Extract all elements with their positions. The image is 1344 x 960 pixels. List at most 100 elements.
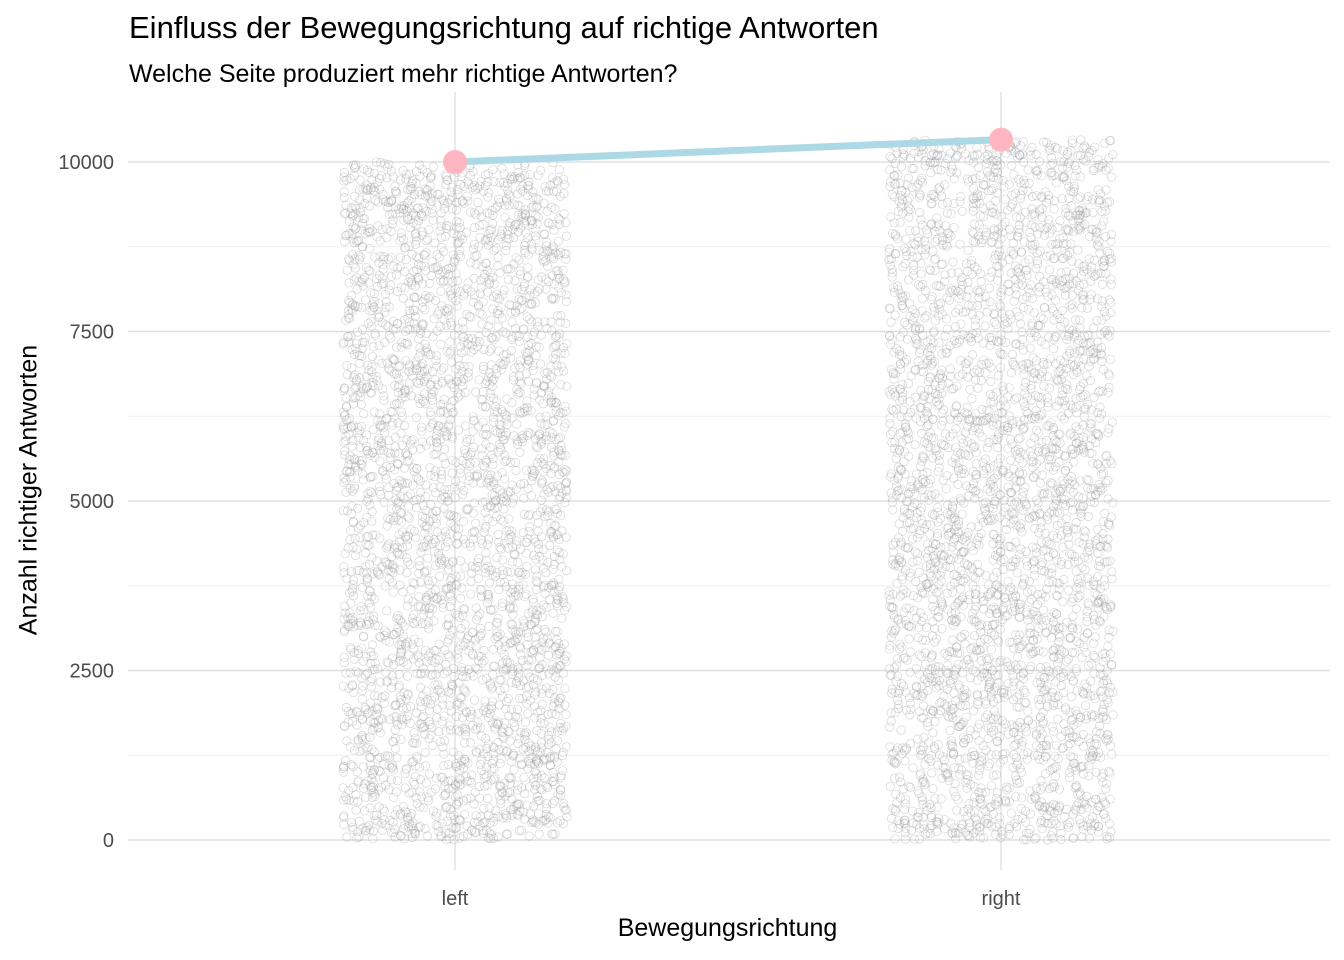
- jitter-point: [503, 274, 513, 285]
- jitter-point: [427, 257, 437, 267]
- jitter-point: [388, 817, 398, 828]
- jitter-point: [481, 548, 491, 558]
- jitter-point: [473, 708, 483, 718]
- jitter-point: [351, 343, 361, 354]
- jitter-point: [478, 297, 488, 307]
- jitter-point: [444, 269, 454, 280]
- jitter-point: [493, 322, 503, 332]
- jitter-point: [506, 756, 516, 767]
- jitter-point: [392, 776, 403, 786]
- jitter-point: [522, 396, 532, 406]
- jitter-point: [905, 667, 915, 677]
- jitter-point: [502, 663, 512, 673]
- jitter-point: [537, 477, 547, 487]
- jitter-point: [437, 376, 447, 386]
- jitter-point: [468, 671, 478, 681]
- jitter-point: [437, 194, 447, 204]
- jitter-point: [420, 567, 430, 578]
- jitter-point: [941, 484, 952, 494]
- jitter-point: [503, 726, 513, 736]
- jitter-point: [536, 718, 546, 728]
- jitter-point: [339, 192, 349, 203]
- jitter-point: [539, 454, 549, 464]
- jitter-point: [386, 226, 396, 236]
- jitter-point: [1056, 364, 1066, 374]
- jitter-point: [521, 228, 531, 238]
- jitter-point: [544, 390, 554, 400]
- jitter-point: [1039, 381, 1049, 391]
- jitter-point: [526, 491, 537, 501]
- jitter-point: [1108, 710, 1118, 720]
- jitter-point: [470, 635, 480, 645]
- jitter-point: [424, 769, 435, 779]
- jitter-point: [358, 762, 369, 772]
- jitter-point: [339, 167, 349, 178]
- jitter-point: [942, 198, 953, 208]
- jitter-point: [521, 238, 531, 248]
- jitter-point: [1100, 232, 1111, 242]
- jitter-point: [417, 164, 427, 174]
- jitter-point: [445, 415, 455, 425]
- jitter-point: [887, 404, 897, 414]
- jitter-point: [470, 518, 481, 528]
- jitter-point: [382, 676, 392, 686]
- jitter-point: [483, 592, 493, 602]
- jitter-point: [355, 373, 365, 383]
- jitter-point: [380, 289, 390, 299]
- jitter-point: [485, 278, 495, 288]
- jitter-point: [351, 666, 361, 676]
- jitter-point: [473, 718, 483, 728]
- jitter-point: [467, 561, 477, 572]
- jitter-point: [399, 463, 410, 473]
- jitter-point: [431, 434, 441, 444]
- jitter-point: [548, 578, 559, 588]
- jitter-point: [341, 208, 351, 218]
- jitter-point: [430, 472, 440, 482]
- jitter-point: [943, 660, 953, 670]
- jitter-point: [478, 705, 489, 716]
- jitter-point: [457, 196, 468, 206]
- jitter-point: [371, 702, 381, 712]
- jitter-point: [1063, 822, 1074, 833]
- jitter-point: [527, 472, 538, 482]
- jitter-point: [533, 539, 544, 550]
- jitter-point: [344, 683, 354, 693]
- jitter-point: [466, 777, 476, 788]
- jitter-point: [468, 508, 478, 518]
- jitter-point: [407, 280, 417, 290]
- jitter-point: [539, 719, 549, 729]
- jitter-point: [358, 631, 369, 641]
- jitter-point: [910, 547, 920, 557]
- jitter-point: [409, 318, 419, 328]
- jitter-point: [985, 297, 995, 307]
- jitter-point: [1017, 793, 1027, 803]
- jitter-point: [501, 194, 512, 204]
- jitter-point: [388, 172, 398, 182]
- jitter-point: [417, 542, 427, 552]
- jitter-point: [382, 358, 393, 368]
- jitter-point: [405, 701, 416, 712]
- jitter-point: [489, 176, 499, 187]
- jitter-point: [443, 537, 453, 547]
- jitter-point: [416, 426, 427, 436]
- jitter-point: [390, 181, 400, 191]
- jitter-point: [381, 297, 391, 307]
- jitter-point: [546, 381, 556, 391]
- jitter-point: [511, 629, 521, 640]
- jitter-point: [446, 583, 457, 593]
- jitter-point: [1034, 700, 1045, 710]
- jitter-point: [526, 338, 536, 349]
- jitter-point: [401, 714, 411, 724]
- jitter-point: [484, 229, 494, 239]
- jitter-point: [547, 776, 557, 787]
- jitter-point: [397, 636, 407, 647]
- jitter-point: [446, 518, 456, 528]
- jitter-point: [358, 475, 368, 485]
- jitter-point: [553, 177, 563, 187]
- jitter-point: [389, 465, 400, 475]
- jitter-point: [435, 269, 445, 280]
- jitter-point: [405, 324, 415, 334]
- jitter-point: [494, 700, 504, 710]
- jitter-point: [533, 819, 544, 829]
- jitter-point: [442, 621, 452, 631]
